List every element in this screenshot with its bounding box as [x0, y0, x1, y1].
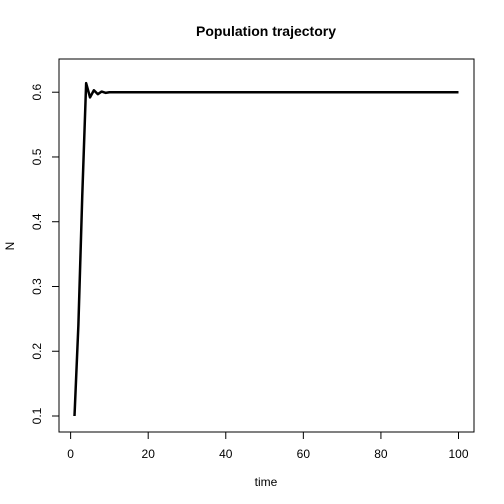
x-tick-label: 0: [67, 447, 74, 461]
population-series-line: [73, 81, 459, 417]
chart-title: Population trajectory: [196, 23, 336, 39]
y-tick-label: 0.3: [30, 278, 44, 295]
y-axis: 0.1 0.2 0.3 0.4 0.5 0.6: [30, 84, 60, 424]
y-tick-label: 0.6: [30, 84, 44, 101]
y-tick-label: 0.2: [30, 343, 44, 360]
plot-frame: [58, 58, 475, 433]
y-tick-label: 0.4: [30, 213, 44, 230]
x-tick-label: 80: [374, 447, 388, 461]
x-axis-label: time: [255, 475, 278, 489]
x-tick-label: 20: [142, 447, 156, 461]
x-tick-label: 60: [297, 447, 311, 461]
y-axis-label: N: [3, 242, 17, 251]
x-tick-label: 100: [448, 447, 468, 461]
y-tick-label: 0.5: [30, 148, 44, 165]
x-tick-label: 40: [219, 447, 233, 461]
x-axis: 0 20 40 60 80 100: [67, 431, 469, 461]
y-tick-label: 0.1: [30, 407, 44, 424]
